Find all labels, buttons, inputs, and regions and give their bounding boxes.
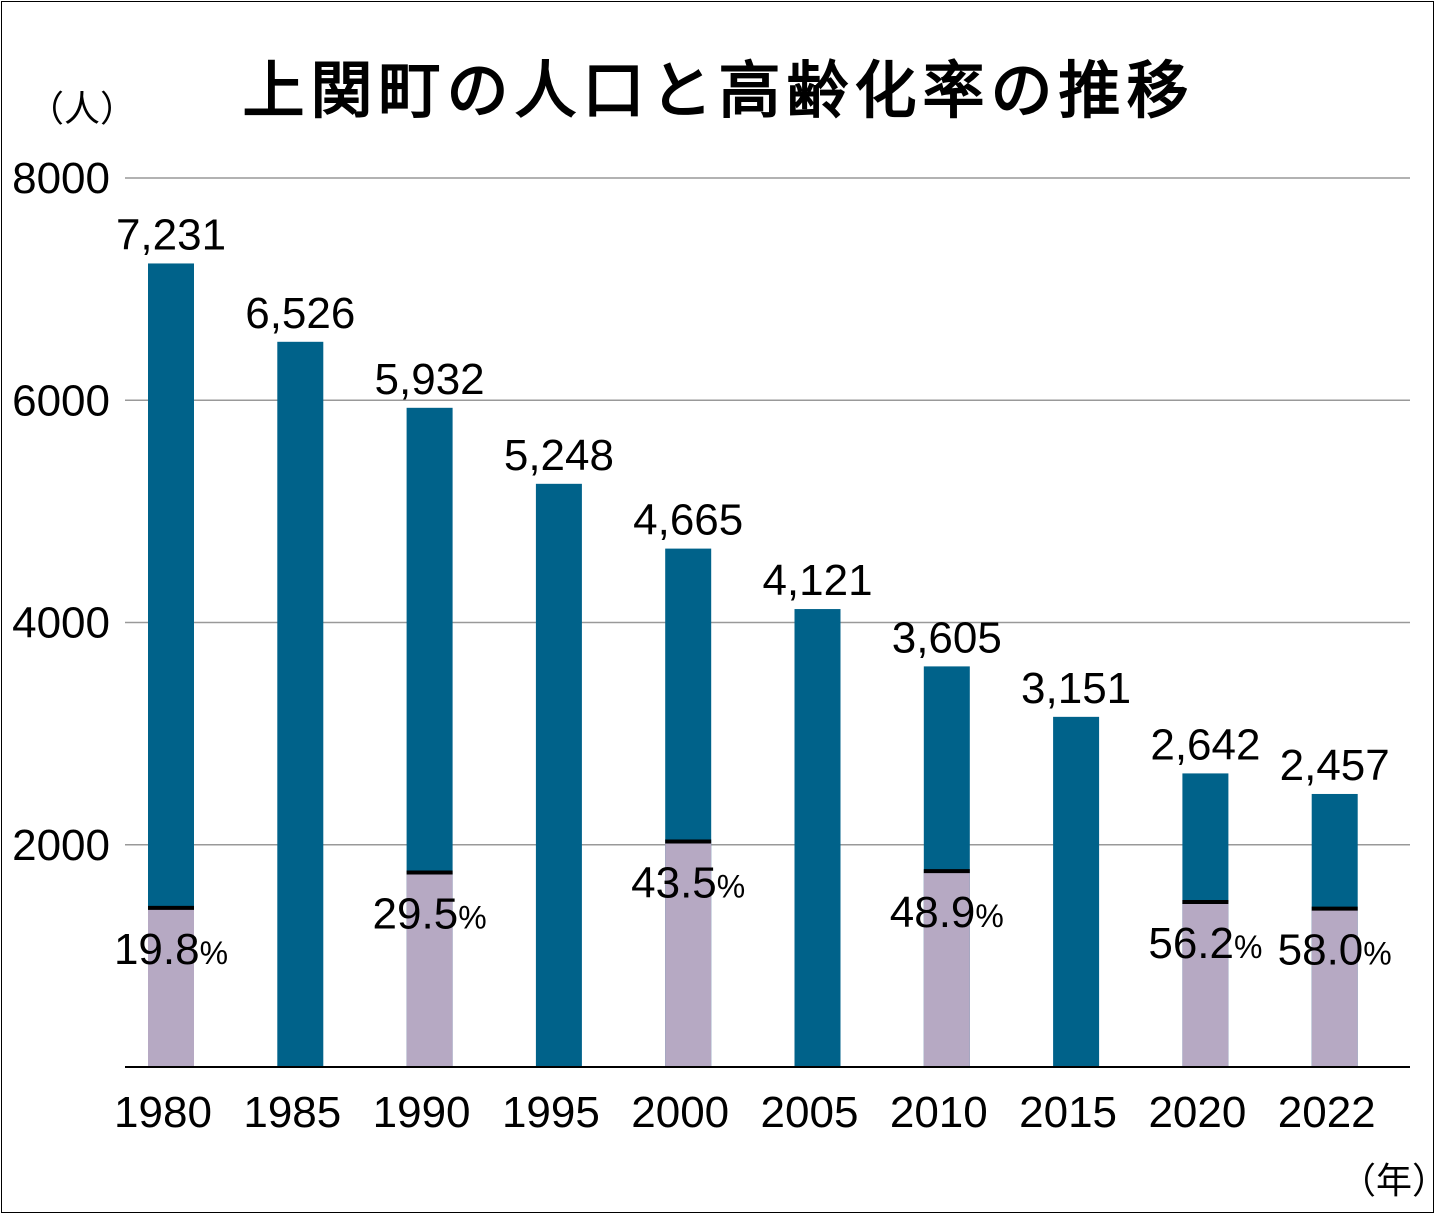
rate-label-2020: 56.2% [1148,919,1262,968]
x-axis-unit: （年） [1340,1160,1437,1201]
y-tick-label: 6000 [12,376,110,425]
rate-label-1980: 19.8% [114,925,228,974]
bar-elderly-1980 [148,907,194,1067]
value-label-2010: 3,605 [892,613,1002,662]
rate-label-1990: 29.5% [373,890,487,939]
x-tick-label-2000: 2000 [631,1088,729,1137]
value-label-2005: 4,121 [762,556,872,605]
x-tick-label-2020: 2020 [1148,1088,1246,1137]
value-label-2022: 2,457 [1280,741,1390,790]
value-label-2020: 2,642 [1150,720,1260,769]
x-tick-label-2010: 2010 [890,1088,988,1137]
bar-elderly-2000 [665,841,712,1067]
x-tick-label-2015: 2015 [1019,1088,1117,1137]
y-tick-label: 4000 [12,599,110,648]
chart-title: 上関町の人口と高齢化率の推移 [242,54,1195,127]
bar-elderly-2020 [1182,902,1229,1067]
rate-label-2022: 58.0% [1278,926,1392,975]
x-tick-label-1985: 1985 [243,1088,341,1137]
x-tick-label-2022: 2022 [1278,1088,1376,1137]
y-tick-label: 2000 [12,821,110,870]
bar-population-2015 [1053,716,1100,1067]
bar-population-1995 [535,483,582,1067]
x-tick-label-2005: 2005 [761,1088,859,1137]
x-tick-label-1995: 1995 [502,1088,600,1137]
y-tick-label: 8000 [12,154,110,203]
bar-elderly-2010 [923,871,970,1067]
bar-population-1985 [277,341,324,1068]
bar-population-2005 [794,609,841,1067]
bar-elderly-1990 [406,872,453,1067]
bar-elderly-2022 [1311,908,1358,1067]
value-label-1990: 5,932 [375,355,485,404]
value-label-2015: 3,151 [1021,664,1131,713]
x-tick-label-1980: 1980 [114,1088,212,1137]
y-axis-unit: （人） [28,88,137,129]
value-label-1985: 6,526 [245,289,355,338]
x-tick-label-1990: 1990 [373,1088,471,1137]
rate-label-2010: 48.9% [890,888,1004,937]
value-label-1995: 5,248 [504,431,614,480]
rate-label-2000: 43.5% [631,858,745,907]
value-label-2000: 4,665 [633,496,743,545]
value-label-1980: 7,231 [116,210,226,259]
